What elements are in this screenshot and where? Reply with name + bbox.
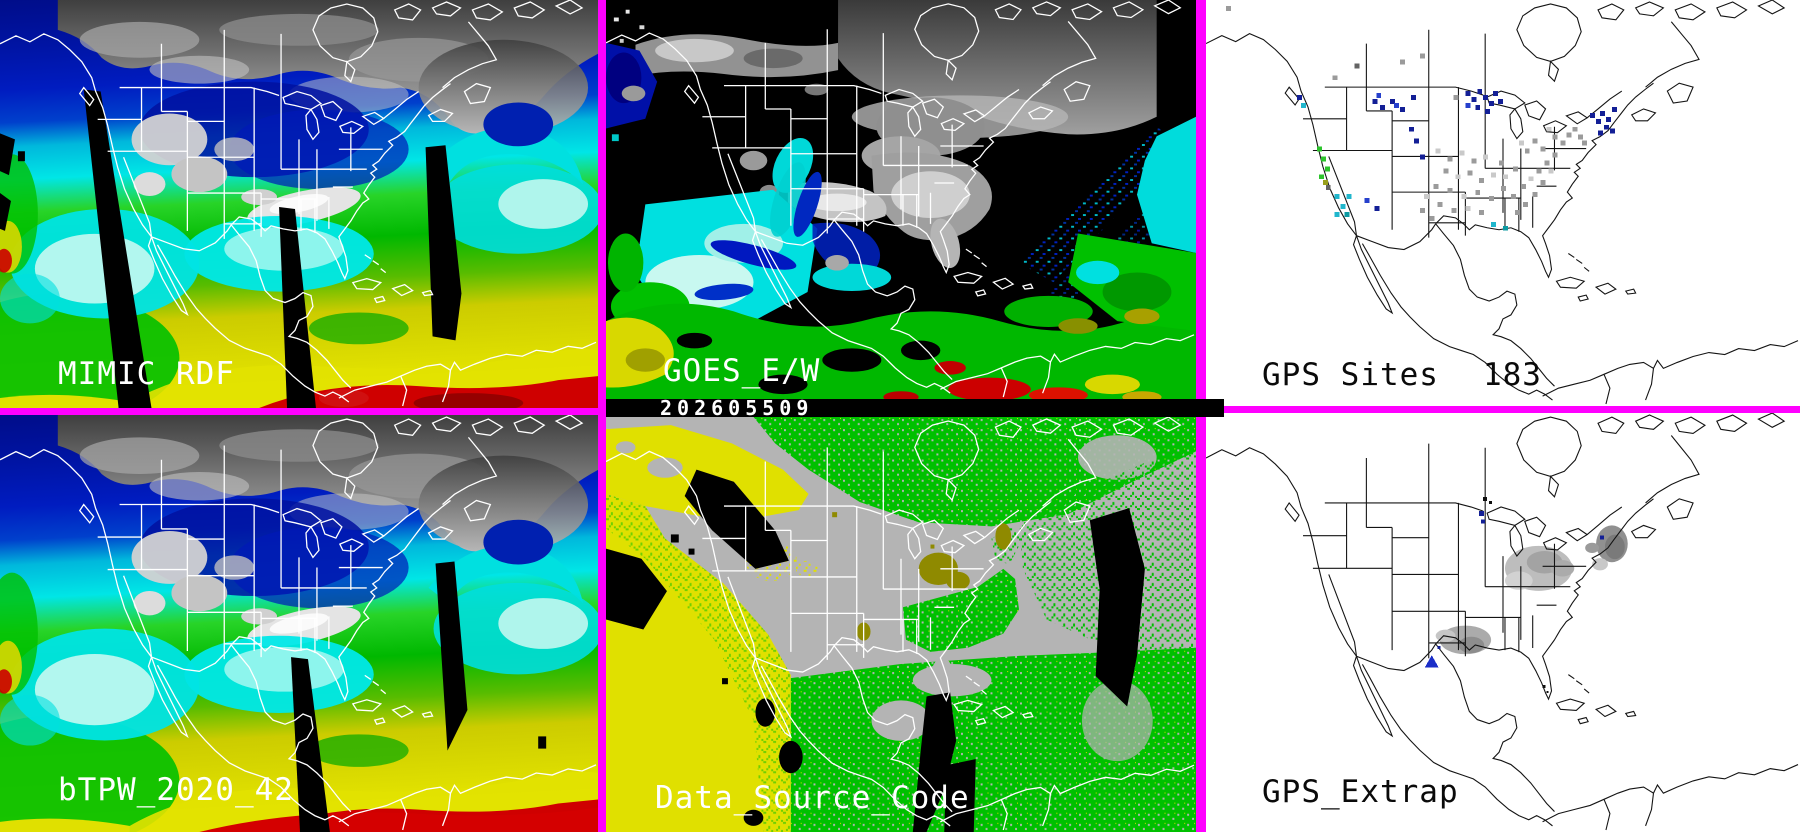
panel-label-goes: GOES_E/W (663, 353, 821, 389)
gps-site-markers (1225, 5, 1617, 231)
gps-sites-title: GPS Sites (1262, 357, 1439, 393)
panel-label-data-source: Data_Source_Code (655, 780, 970, 816)
panel-data-source: Data_Source_Code (606, 417, 1196, 832)
gps-sites-count: 183 (1482, 357, 1542, 393)
panel-goes-ew: GOES_E/W (606, 0, 1196, 399)
btpw-map-image (0, 415, 598, 832)
mimic-data-gap-swaths (0, 89, 462, 408)
panel-btpw: bTPW_2020_42 (0, 415, 598, 832)
mimic-rdf-map-image (0, 0, 598, 408)
timestamp-text: 202605509 (660, 396, 814, 420)
data-source-regions (606, 417, 1196, 832)
panel-label-btpw: bTPW_2020_42 (58, 772, 294, 808)
panel-gps-extrap: GPS_Extrap (1206, 413, 1800, 832)
panel-label-gps-extrap: GPS_Extrap (1262, 774, 1459, 810)
gps-sites-map-image (1206, 0, 1800, 406)
goes-tpw-field (606, 42, 1196, 399)
data-source-olive-patches (832, 512, 1012, 641)
btpw-red-band (199, 807, 598, 832)
data-source-map-image (606, 417, 1196, 832)
gps-extrap-markers (1424, 496, 1604, 694)
panel-label-mimic: MIMIC RDF (58, 356, 235, 392)
gps-extrap-map-image (1206, 413, 1800, 832)
goes-ew-map-image (606, 0, 1196, 399)
timestamp-bar: 202605509 (606, 396, 1224, 420)
btpw-data-gap-swaths (291, 561, 547, 832)
panel-label-gps-sites: GPS Sites 183 (1262, 360, 1542, 391)
panel-mimic-rdf: MIMIC RDF (0, 0, 598, 408)
panel-gps-sites: GPS Sites 183 (1206, 0, 1800, 406)
